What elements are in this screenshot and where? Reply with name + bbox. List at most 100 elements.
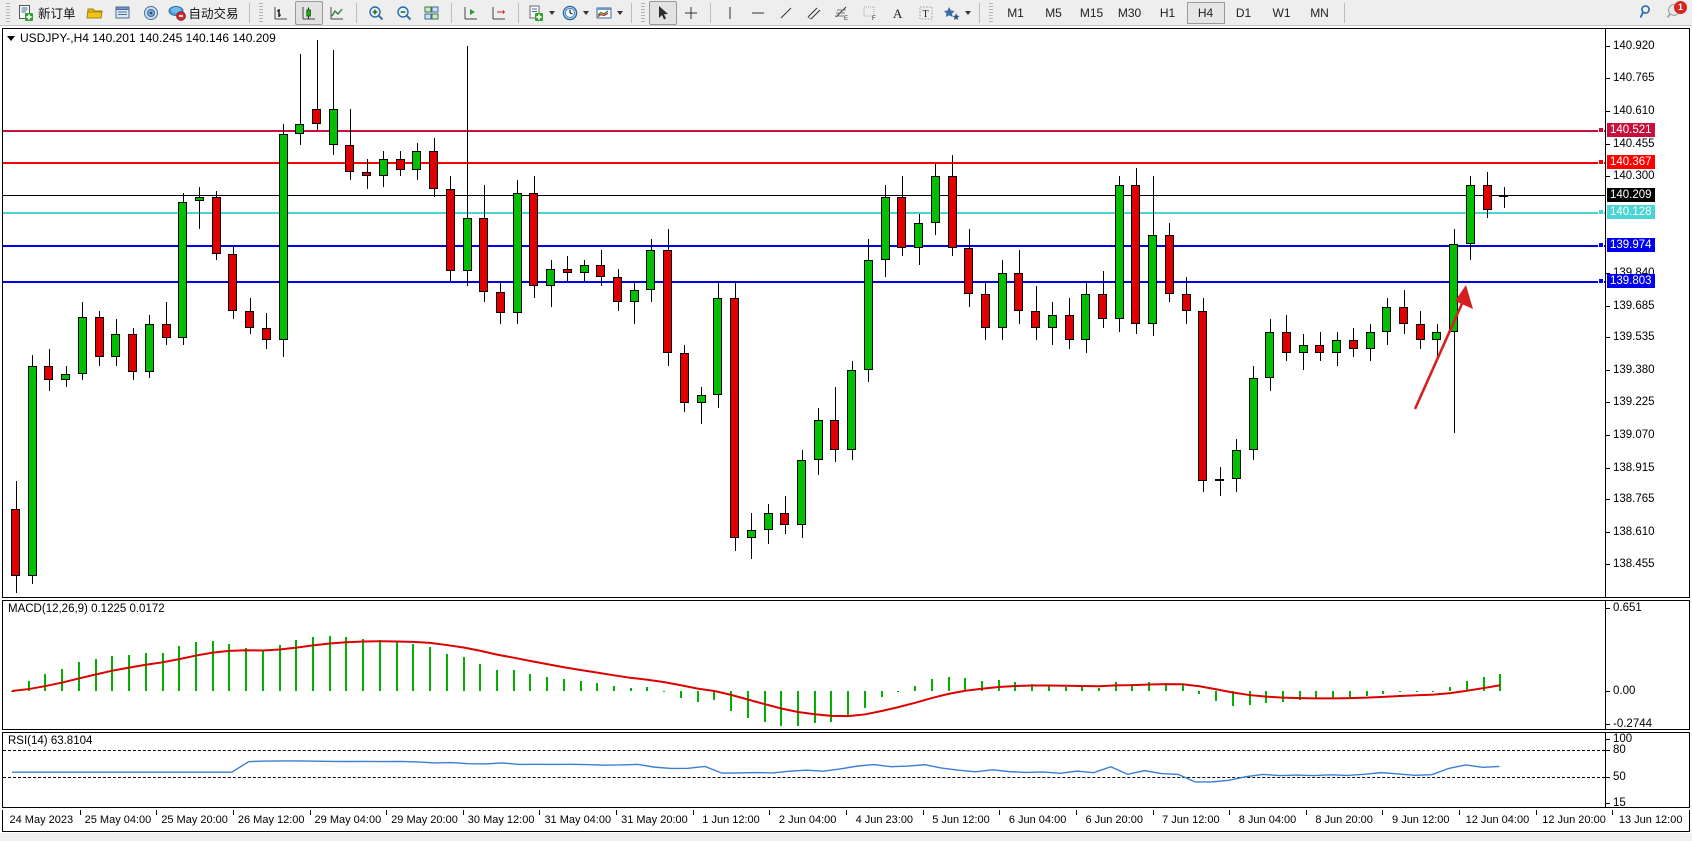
candle-bullish [1047,315,1057,328]
macd-histogram-bar [144,653,147,692]
data-window-button[interactable] [109,1,137,25]
candle-bullish [880,197,890,261]
resistance-line-2[interactable] [3,162,1605,165]
chart-area[interactable]: USDJPY-,H4 140.201 140.245 140.146 140.2… [0,26,1692,841]
chart-tile-button[interactable] [418,1,446,25]
navigator-button[interactable] [137,1,165,25]
candle-wick [299,54,301,145]
timeframe-m5[interactable]: M5 [1045,5,1062,20]
price-axis[interactable]: 140.920 140.765 140.610 140.455 140.300 139.8… [1605,29,1689,597]
time-axis-label: 1 Jun 12:00 [702,814,760,826]
notifications-button[interactable]: 1 [1666,1,1687,22]
rsi-axis[interactable]: 100 80 50 15 [1605,733,1689,809]
macd-axis[interactable]: 0.651 0.00 -0.2744 [1605,601,1689,730]
toolbar-grip-4[interactable] [988,2,993,23]
support-line-cyan[interactable] [3,212,1605,215]
symbol-header[interactable]: USDJPY-,H4 140.201 140.245 140.146 140.2… [7,31,276,45]
macd-panel[interactable]: MACD(12,26,9) 0.1225 0.0172 0.651 0.00 -0.… [2,600,1690,730]
period-caret-icon[interactable] [582,10,589,15]
templates-button[interactable] [524,1,558,25]
auto-scroll-button[interactable] [485,1,513,25]
resistance-line-2-handle[interactable] [1598,159,1604,166]
candle-bullish [813,420,823,461]
resistance-line-1-handle[interactable] [1598,126,1604,133]
toolbar-grip-3[interactable] [640,2,645,23]
macd-histogram-bar [194,641,197,692]
timeframe-mn[interactable]: MN [1310,5,1329,20]
support-line-cyan-tag[interactable]: 140.128 [1607,205,1655,220]
bar-chart-button[interactable] [267,1,295,25]
cursor-button[interactable] [648,0,677,25]
macd-histogram-bar [1449,687,1452,692]
search-button[interactable] [1638,3,1656,21]
crosshair-button[interactable] [677,1,705,25]
rsi-plot[interactable] [3,733,1605,807]
macd-histogram-bar [1064,687,1067,692]
templates-caret-icon[interactable] [548,10,555,15]
timeframe-w1[interactable]: W1 [1272,5,1291,20]
macd-header: MACD(12,26,9) 0.1225 0.0172 [8,603,165,615]
period-button[interactable] [558,1,592,25]
resistance-line-2-tag[interactable]: 140.367 [1607,155,1655,170]
macd-signal-line [11,640,1501,718]
macd-plot[interactable] [3,601,1605,729]
objects-caret-icon[interactable] [964,10,971,15]
terminal-button[interactable] [81,1,109,25]
zoom-in-button[interactable] [362,1,390,25]
timeframe-h4[interactable]: H4 [1186,1,1225,24]
objects-button[interactable] [940,1,974,25]
fibonacci-fan-button[interactable]: F [856,1,884,25]
vline-button[interactable] [716,1,744,25]
time-axis-label: 7 Jun 12:00 [1162,814,1220,826]
chart-shift-button[interactable] [457,1,485,25]
price-axis-label: 139.535 [1613,331,1655,344]
trendline-button[interactable] [772,1,800,25]
support-line-blue-1-tag[interactable]: 139.974 [1607,237,1655,252]
indicators-button[interactable] [592,1,626,25]
macd-histogram-bar [1432,691,1435,693]
candle-bullish [1114,184,1124,320]
support-line-blue-2-tag[interactable]: 139.803 [1607,273,1655,288]
autotrading-button[interactable]: 自动交易 [165,1,244,25]
support-line-blue-2-handle[interactable] [1598,277,1604,284]
support-line-blue-1[interactable] [3,244,1605,247]
rsi-panel[interactable]: RSI(14) 63.8104 100 80 50 15 [2,732,1690,809]
timeframe-m30[interactable]: M30 [1117,5,1142,20]
label-button[interactable]: T [912,1,940,25]
support-line-blue-2[interactable] [3,280,1605,283]
support-line-cyan-handle[interactable] [1598,209,1604,216]
text-button[interactable]: A [884,1,912,25]
hline-button[interactable] [744,1,772,25]
timeframe-d1[interactable]: D1 [1235,5,1252,20]
price-axis-label: 140.455 [1613,137,1655,150]
support-line-blue-1-handle[interactable] [1598,241,1604,248]
templates-icon [529,5,543,21]
chevron-down-icon[interactable] [7,35,15,41]
toolbar-grip[interactable] [6,2,10,23]
toolbar-grip-2[interactable] [258,2,263,23]
new-order-button[interactable]: 新订单 [14,1,81,25]
price-plot[interactable] [3,29,1605,597]
timeframe-h1[interactable]: H1 [1159,5,1176,20]
macd-histogram-bar [1231,691,1234,706]
price-panel[interactable]: USDJPY-,H4 140.201 140.245 140.146 140.2… [2,28,1690,598]
candle-bearish [1482,184,1492,210]
resistance-line-1[interactable] [3,129,1605,132]
indicators-caret-icon[interactable] [616,10,623,15]
timeframe-m1[interactable]: M1 [1007,5,1024,20]
search-icon [1639,5,1650,18]
candle-bearish [1131,184,1141,324]
time-axis[interactable]: 24 May 2023 25 May 04:00 25 May 20:00 26 Ma… [2,810,1690,832]
line-chart-button[interactable] [323,1,351,25]
candlestick-chart-button[interactable] [294,0,323,25]
equidistant-channel-button[interactable] [800,1,828,25]
current-price-tag-tag[interactable]: 140.209 [1607,188,1655,203]
zoom-out-button[interactable] [390,1,418,25]
candle-bullish [77,317,87,374]
fibonacci-button[interactable]: E [828,1,856,25]
resistance-line-1-tag[interactable]: 140.521 [1607,122,1655,137]
candle-bullish [278,134,288,341]
timeframe-m15[interactable]: M15 [1079,5,1104,20]
price-axis-label: 138.610 [1613,525,1655,538]
